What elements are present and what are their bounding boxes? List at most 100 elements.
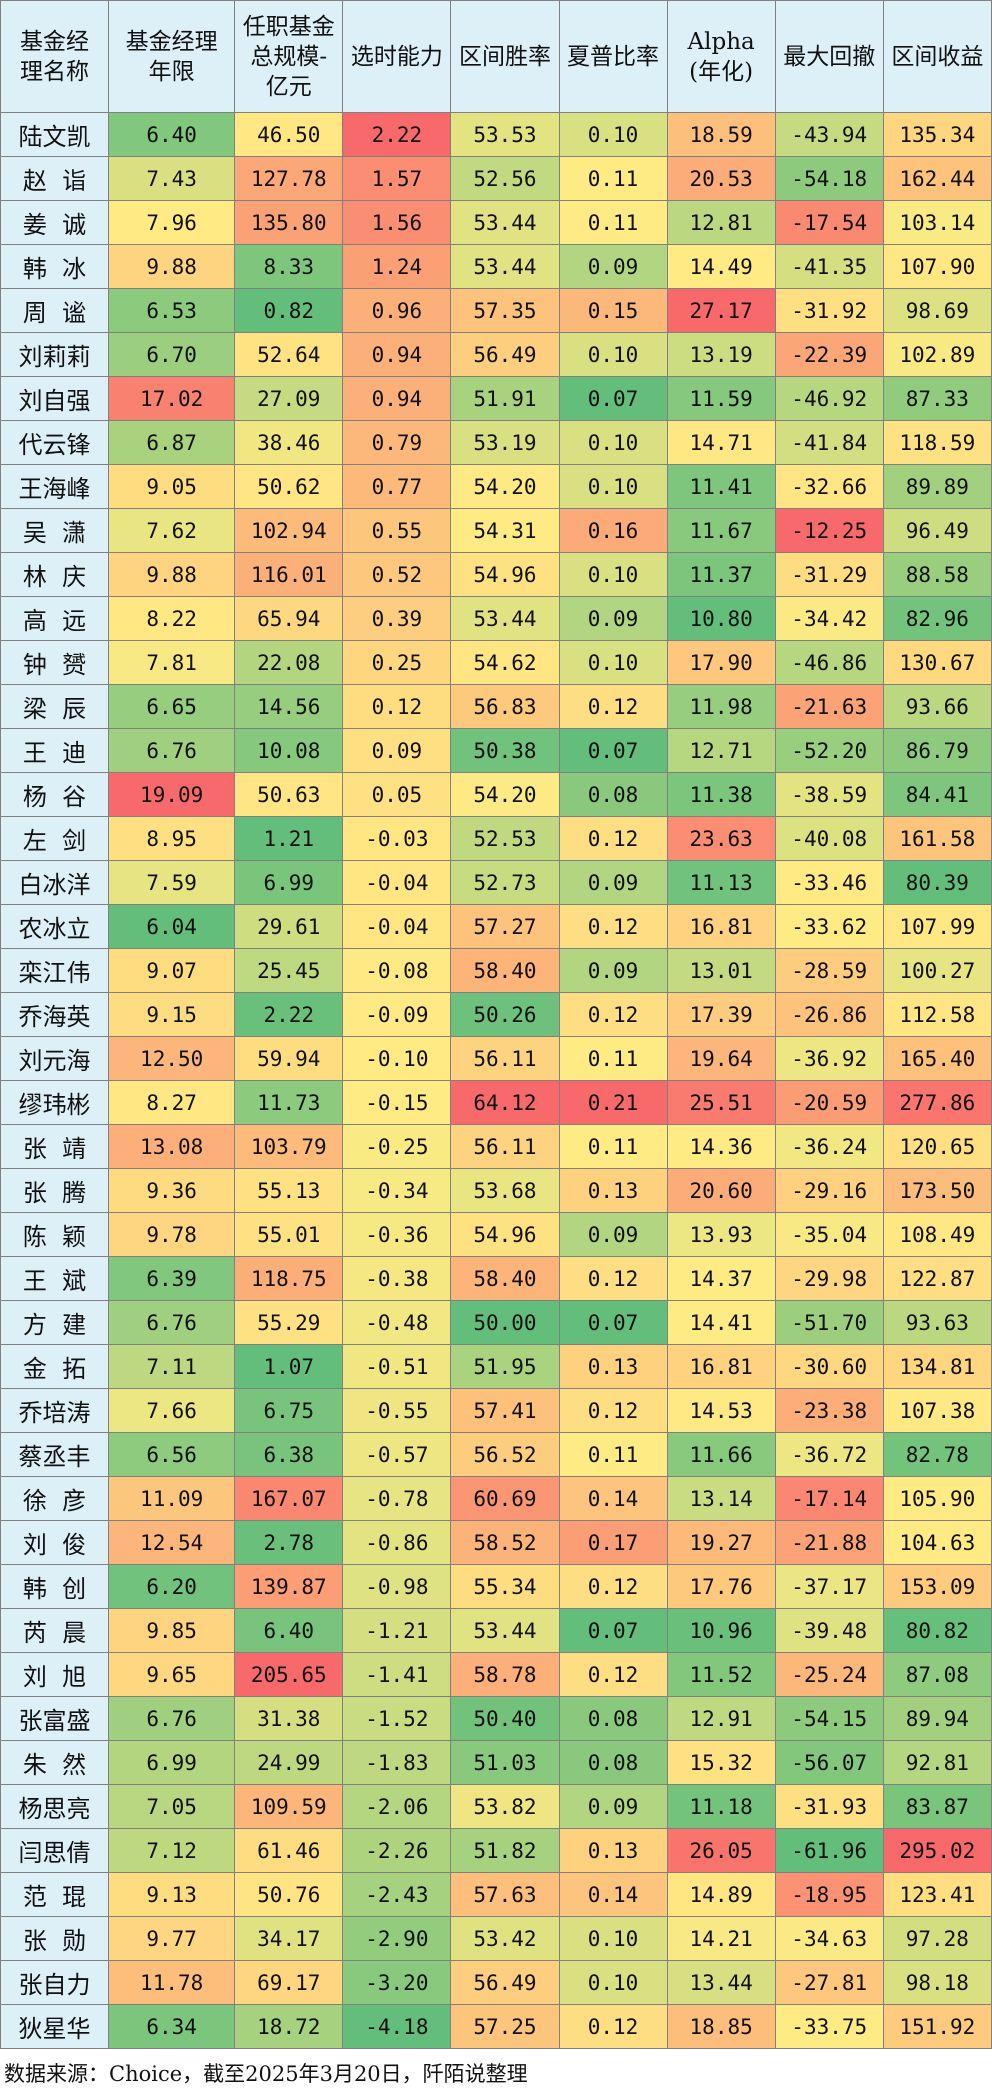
value-cell: 50.26 (450, 992, 560, 1037)
column-header-4: 区间胜率 (450, 0, 560, 113)
manager-name-cell: 刘 旭 (0, 1652, 110, 1697)
value-cell: 27.17 (666, 288, 776, 333)
value-cell: 0.10 (558, 332, 668, 377)
value-cell: 16.81 (666, 904, 776, 949)
value-cell: 11.52 (666, 1652, 776, 1697)
value-cell: -33.46 (774, 860, 884, 905)
value-cell: 89.89 (882, 464, 992, 509)
value-cell: 55.01 (234, 1212, 344, 1257)
table-row: 杨思亮 7.05 109.59 -2.06 53.82 0.09 11.18 -31.93 83… (0, 1784, 992, 1829)
value-cell: -4.18 (342, 2004, 452, 2049)
table-body: 陆文凯 6.40 46.50 2.22 53.53 0.10 18.59 -43.94 135.… (0, 112, 992, 2049)
value-cell: -38.59 (774, 772, 884, 817)
value-cell: 0.10 (558, 552, 668, 597)
value-cell: 24.99 (234, 1740, 344, 1785)
value-cell: 1.56 (342, 200, 452, 245)
value-cell: -0.51 (342, 1344, 452, 1389)
value-cell: 14.71 (666, 420, 776, 465)
column-header-line: 夏普比率 (567, 43, 660, 70)
value-cell: 1.24 (342, 244, 452, 289)
value-cell: 16.81 (666, 1344, 776, 1389)
value-cell: 109.59 (234, 1784, 344, 1829)
value-cell: -0.98 (342, 1564, 452, 1609)
value-cell: 13.19 (666, 332, 776, 377)
value-cell: 161.58 (882, 816, 992, 861)
value-cell: -0.86 (342, 1520, 452, 1565)
table-row: 白冰洋 7.59 6.99 -0.04 52.73 0.09 11.13 -33.46 80.3… (0, 860, 992, 905)
value-cell: 153.09 (882, 1564, 992, 1609)
value-cell: -1.41 (342, 1652, 452, 1697)
value-cell: 6.40 (108, 112, 236, 157)
value-cell: 9.05 (108, 464, 236, 509)
value-cell: 0.07 (558, 1608, 668, 1653)
value-cell: 51.95 (450, 1344, 560, 1389)
value-cell: -23.38 (774, 1388, 884, 1433)
manager-name-cell: 范 琨 (0, 1872, 110, 1917)
value-cell: 53.44 (450, 244, 560, 289)
value-cell: 6.34 (108, 2004, 236, 2049)
value-cell: 57.63 (450, 1872, 560, 1917)
value-cell: 7.96 (108, 200, 236, 245)
value-cell: 130.67 (882, 640, 992, 685)
value-cell: 57.41 (450, 1388, 560, 1433)
value-cell: 50.63 (234, 772, 344, 817)
value-cell: 0.10 (558, 640, 668, 685)
value-cell: 64.12 (450, 1080, 560, 1125)
value-cell: 0.09 (558, 1212, 668, 1257)
value-cell: 8.22 (108, 596, 236, 641)
value-cell: 0.14 (558, 1872, 668, 1917)
value-cell: 14.89 (666, 1872, 776, 1917)
value-cell: 9.15 (108, 992, 236, 1037)
value-cell: -29.98 (774, 1256, 884, 1301)
table-row: 刘元海 12.50 59.94 -0.10 56.11 0.11 19.64 -36.92 16… (0, 1036, 992, 1081)
value-cell: -3.20 (342, 1960, 452, 2005)
value-cell: -0.08 (342, 948, 452, 993)
column-header-1: 基金经理 年限 (108, 0, 236, 113)
value-cell: 2.22 (342, 112, 452, 157)
value-cell: 116.01 (234, 552, 344, 597)
value-cell: 139.87 (234, 1564, 344, 1609)
value-cell: 23.63 (666, 816, 776, 861)
manager-name-cell: 张 靖 (0, 1124, 110, 1169)
value-cell: 96.49 (882, 508, 992, 553)
header-row: 基金经 理名称 基金经理 年限 任职基金 总规模- 亿元 选时能力 区间胜率 夏普比率 Alpha(… (0, 0, 992, 113)
table-row: 农冰立 6.04 29.61 -0.04 57.27 0.12 16.81 -33.62 107… (0, 904, 992, 949)
value-cell: 0.94 (342, 332, 452, 377)
value-cell: 11.59 (666, 376, 776, 421)
column-header-5: 夏普比率 (558, 0, 668, 113)
value-cell: 53.44 (450, 200, 560, 245)
table-row: 韩 创 6.20 139.87 -0.98 55.34 0.12 17.76 -37.17 15… (0, 1564, 992, 1609)
manager-name-cell: 刘莉莉 (0, 332, 110, 377)
table-row: 乔海英 9.15 2.22 -0.09 50.26 0.12 17.39 -26.86 112.… (0, 992, 992, 1037)
value-cell: 11.67 (666, 508, 776, 553)
value-cell: 9.13 (108, 1872, 236, 1917)
value-cell: 22.08 (234, 640, 344, 685)
value-cell: 52.64 (234, 332, 344, 377)
value-cell: 82.96 (882, 596, 992, 641)
value-cell: 53.44 (450, 596, 560, 641)
value-cell: -31.29 (774, 552, 884, 597)
manager-name-cell: 杨 谷 (0, 772, 110, 817)
value-cell: 0.25 (342, 640, 452, 685)
value-cell: 34.17 (234, 1916, 344, 1961)
value-cell: 80.82 (882, 1608, 992, 1653)
value-cell: 80.39 (882, 860, 992, 905)
table-row: 金 拓 7.11 1.07 -0.51 51.95 0.13 16.81 -30.60 134.… (0, 1344, 992, 1389)
value-cell: 9.77 (108, 1916, 236, 1961)
value-cell: 19.09 (108, 772, 236, 817)
value-cell: -36.24 (774, 1124, 884, 1169)
value-cell: 135.34 (882, 112, 992, 157)
value-cell: -0.78 (342, 1476, 452, 1521)
value-cell: -54.15 (774, 1696, 884, 1741)
value-cell: 0.10 (558, 1960, 668, 2005)
value-cell: 122.87 (882, 1256, 992, 1301)
value-cell: 167.07 (234, 1476, 344, 1521)
value-cell: -0.55 (342, 1388, 452, 1433)
value-cell: 165.40 (882, 1036, 992, 1081)
manager-name-cell: 缪玮彬 (0, 1080, 110, 1125)
value-cell: -41.84 (774, 420, 884, 465)
value-cell: 0.09 (558, 596, 668, 641)
value-cell: 9.88 (108, 552, 236, 597)
value-cell: -33.75 (774, 2004, 884, 2049)
value-cell: 19.64 (666, 1036, 776, 1081)
